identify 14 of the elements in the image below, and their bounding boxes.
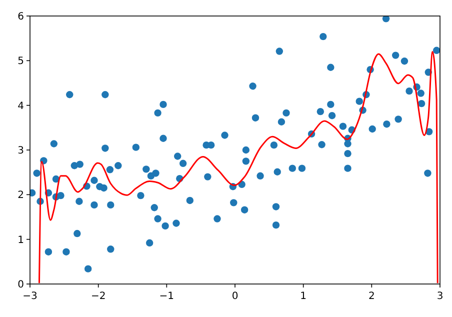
x-tick-label: 0: [232, 291, 238, 302]
y-tick-label: 4: [18, 100, 24, 112]
y-tick-label: 0: [18, 280, 24, 290]
y-tick-label: 1: [18, 234, 24, 246]
y-tick-label: 6: [18, 12, 24, 22]
x-tick-label: −1: [159, 291, 174, 302]
x-tick-label: −3: [22, 291, 38, 302]
x-tick-label: 3: [436, 291, 444, 302]
x-tick-label: −2: [90, 291, 106, 302]
x-tick-label: 1: [300, 291, 307, 302]
y-tick-label: 5: [18, 56, 24, 68]
y-tick-label: 3: [18, 146, 24, 156]
x-tick-label: 2: [368, 291, 375, 302]
y-tick-label: 2: [18, 190, 24, 202]
